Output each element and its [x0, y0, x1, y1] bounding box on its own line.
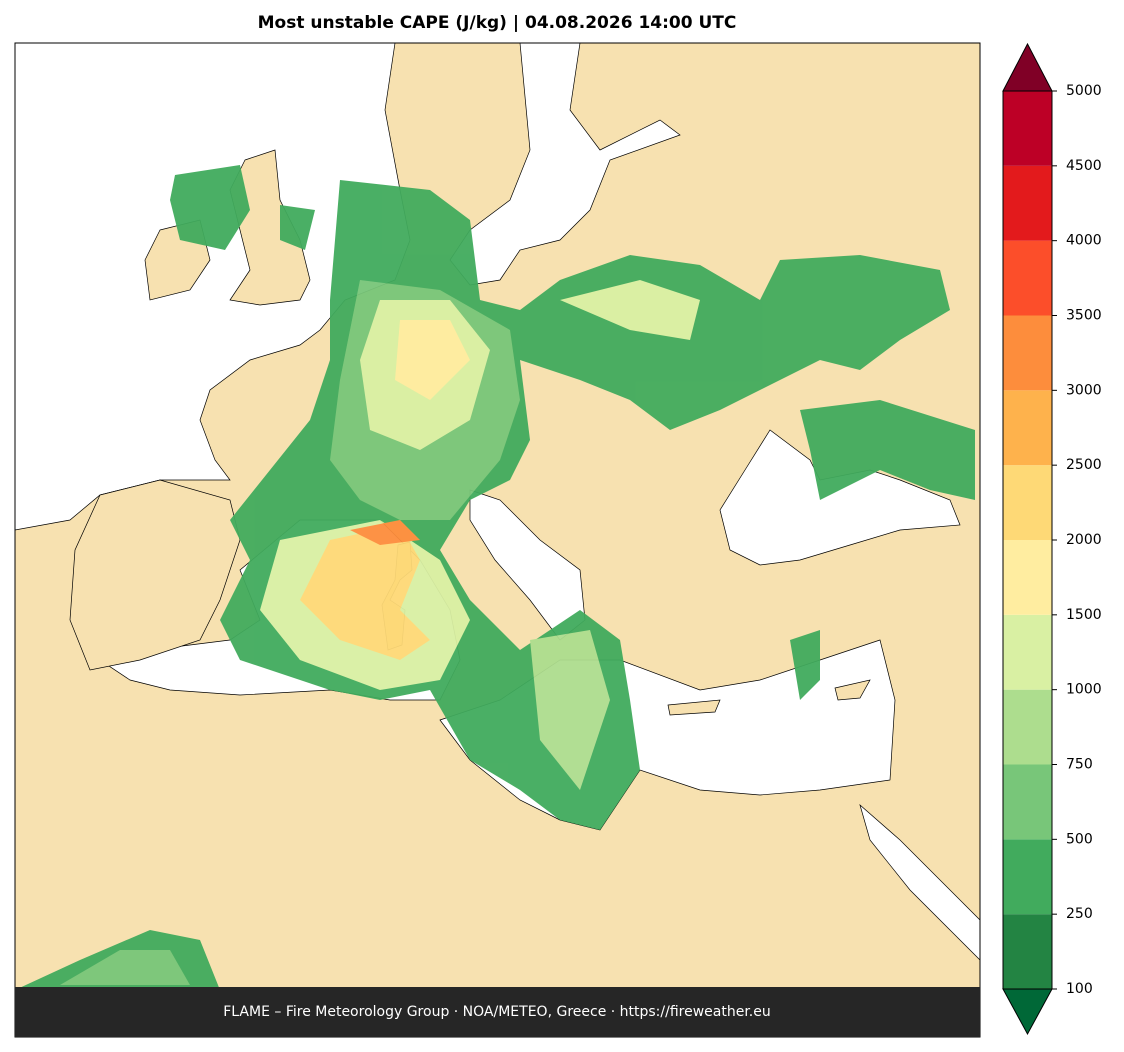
colorbar-bin — [1003, 764, 1052, 840]
iberia — [69, 479, 241, 671]
colorbar-over — [1002, 42, 1053, 92]
colorbar-under — [1002, 988, 1053, 1036]
black-sea — [719, 429, 961, 566]
colorbar-bin — [1003, 914, 1052, 989]
colorbar-tick-label: 2500 — [1066, 457, 1102, 473]
cape-field — [15, 165, 975, 990]
colorbar: 100 250 500 750 1000 1500 2000 2500 3000 3500 4000… — [1002, 42, 1102, 1036]
red-sea — [859, 803, 980, 961]
colorbar-bin — [1003, 315, 1052, 391]
footer-band — [15, 987, 980, 1037]
colorbar-tick-label: 4000 — [1066, 233, 1102, 249]
colorbar-tick-label: 3500 — [1066, 308, 1102, 324]
colorbar-bin — [1003, 165, 1052, 241]
colorbar-tick-label: 500 — [1066, 831, 1093, 847]
footer: FLAME – Fire Meteorology Group · NOA/MET… — [223, 1004, 771, 1020]
colorbar-tick-label: 100 — [1066, 981, 1093, 997]
colorbar-tick-label: 750 — [1066, 757, 1093, 773]
colorbar-tick-label: 4500 — [1066, 158, 1102, 174]
colorbar-bin — [1003, 839, 1052, 915]
colorbar-bin — [1003, 465, 1052, 540]
colorbar-tick-label: 1000 — [1066, 682, 1102, 698]
colorbar-bin — [1003, 390, 1052, 466]
cyprus — [834, 679, 871, 701]
colorbar-bin — [1003, 540, 1052, 615]
map — [14, 42, 981, 1038]
colorbar-bin — [1003, 240, 1052, 316]
title: Most unstable CAPE (J/kg) | 04.08.2026 1… — [258, 13, 737, 33]
baltic — [449, 43, 681, 286]
colorbar-tick-label: 2000 — [1066, 532, 1102, 548]
colorbar-tick-label: 1500 — [1066, 607, 1102, 623]
colorbar-bin — [1003, 614, 1052, 690]
colorbar-bin — [1003, 91, 1052, 166]
colorbar-tick-label: 3000 — [1066, 382, 1102, 398]
colorbar-bin — [1003, 689, 1052, 765]
colorbar-tick-label: 250 — [1066, 906, 1093, 922]
crete — [667, 699, 721, 716]
colorbar-tick-label: 5000 — [1066, 83, 1102, 99]
